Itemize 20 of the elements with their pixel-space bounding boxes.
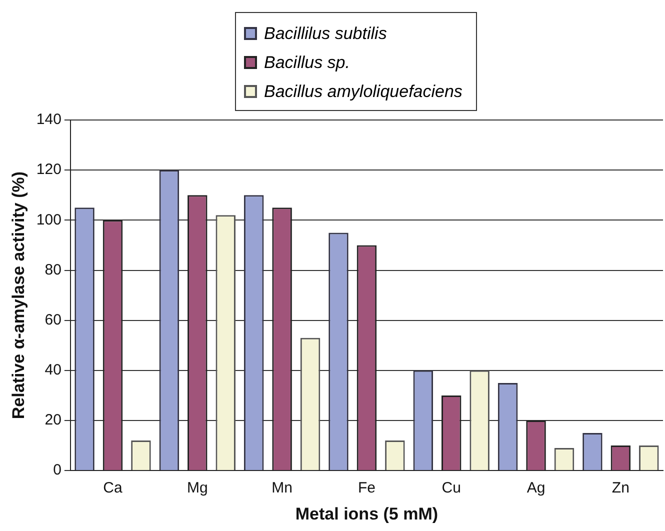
legend-label: Bacillilus subtilis — [264, 24, 387, 44]
y-tick-label: 60 — [44, 311, 62, 328]
y-tick-label: 40 — [44, 362, 62, 379]
y-tick-label: 100 — [36, 211, 62, 228]
x-tick-label: Zn — [612, 480, 630, 497]
x-tick-label: Cu — [442, 480, 461, 497]
x-axis-title: Metal ions (5 mM) — [295, 504, 438, 524]
y-tick-label: 140 — [36, 111, 62, 128]
y-tick-label: 0 — [53, 462, 62, 479]
x-tick-label: Ag — [526, 480, 546, 497]
x-tick-label: Ca — [103, 480, 123, 497]
x-tick-label: Mn — [272, 480, 292, 497]
legend-label: Bacillus amyloliquefaciens — [264, 82, 462, 102]
y-tick-label: 80 — [44, 261, 62, 278]
y-tick-label: 120 — [36, 161, 62, 178]
y-tick-label: 20 — [44, 412, 62, 429]
x-tick-label: Mg — [186, 480, 208, 497]
legend-label: Bacillus sp. — [264, 52, 350, 72]
y-axis-title: Relative α-amylase activity (%) — [8, 171, 28, 420]
x-tick-label: Fe — [358, 480, 376, 497]
